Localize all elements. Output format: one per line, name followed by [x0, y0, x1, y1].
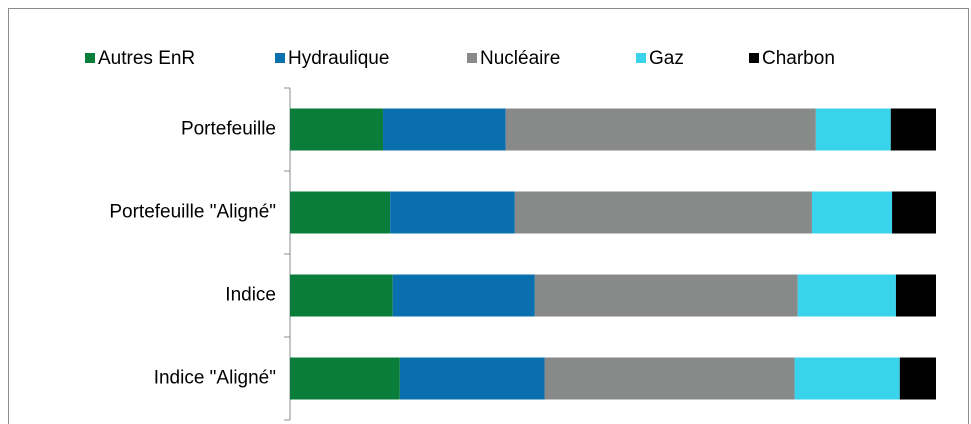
- bar-segment: [399, 357, 545, 400]
- chart-frame: [8, 8, 969, 424]
- bar-segment: [892, 191, 936, 234]
- bar-segment: [811, 191, 893, 234]
- bar-segment: [534, 274, 798, 317]
- legend-label: Hydraulique: [288, 48, 389, 69]
- bar-segment: [544, 357, 795, 400]
- bar-segment: [890, 108, 936, 151]
- legend-swatch: [467, 53, 477, 63]
- legend-label: Gaz: [649, 48, 684, 69]
- bar-segment: [392, 274, 535, 317]
- bar-segment: [290, 108, 384, 151]
- bar-segment: [794, 357, 900, 400]
- bar-segment: [514, 191, 812, 234]
- bar-segment: [899, 357, 936, 400]
- legend-label: Autres EnR: [98, 48, 195, 69]
- y-tick-label: Portefeuille: [181, 119, 276, 140]
- legend-label: Nucléaire: [480, 48, 560, 69]
- legend-swatch: [636, 53, 646, 63]
- bar-segment: [383, 108, 506, 151]
- legend-swatch: [275, 53, 285, 63]
- bar-segment: [390, 191, 515, 234]
- bar-segment: [797, 274, 896, 317]
- legend-label: Charbon: [762, 48, 835, 69]
- bar-segment: [895, 274, 936, 317]
- y-tick-label: Indice: [225, 285, 276, 306]
- bar-segment: [290, 191, 391, 234]
- y-tick-label: Portefeuille "Aligné": [109, 202, 276, 223]
- bar-segment: [505, 108, 816, 151]
- y-tick-label: Indice "Aligné": [154, 368, 276, 389]
- legend-swatch: [85, 53, 95, 63]
- bar-segment: [290, 357, 400, 400]
- legend-swatch: [749, 53, 759, 63]
- bar-segment: [815, 108, 891, 151]
- bar-segment: [290, 274, 393, 317]
